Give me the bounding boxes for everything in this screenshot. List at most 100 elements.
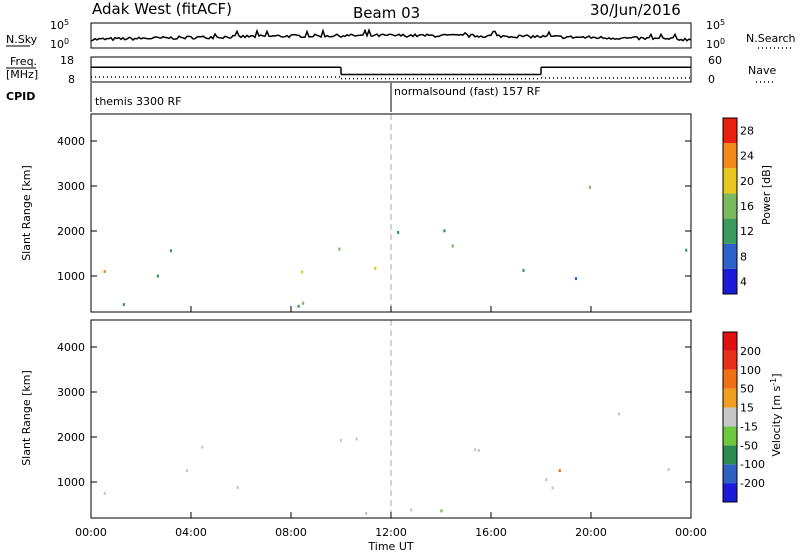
freq-left-tick-top: 18 [60, 54, 74, 67]
colorbar-tick-label: 8 [740, 250, 747, 263]
x-tick-label: 00:00 [675, 526, 707, 539]
colorbar-swatch [723, 426, 737, 446]
colorbar-swatch [723, 332, 737, 351]
velocity-data [103, 412, 670, 515]
range-cell [558, 469, 561, 473]
colorbar-swatch [723, 483, 737, 502]
y-tick-label: 4000 [57, 341, 85, 354]
range-cell [374, 267, 377, 270]
y-tick-label: 4000 [57, 135, 85, 148]
beam-label: Beam 03 [353, 4, 420, 22]
x-tick-label: 20:00 [575, 526, 607, 539]
velocity-plot-bg [91, 320, 691, 518]
freq-label-top: Freq. [10, 55, 37, 68]
colorbar-swatch [723, 369, 737, 389]
range-cell [156, 274, 159, 278]
y-tick-label: 3000 [57, 386, 85, 399]
colorbar-swatch [723, 193, 737, 219]
velocity-colorbar-label: Velocity [m s-1] [769, 373, 783, 456]
range-cell [574, 277, 578, 281]
range-cell [443, 229, 446, 233]
power-panel: 1000 2000 3000 4000 Slant Range [km] 4 8 12 16… [20, 113, 773, 313]
range-cell [185, 469, 188, 473]
colorbar-swatch [723, 388, 737, 408]
colorbar-swatch [723, 464, 737, 484]
range-cell [169, 249, 173, 253]
noise-panel: N.Sky 105 100 105 100 N.Search [6, 18, 796, 51]
colorbar-tick-label: 28 [740, 125, 754, 138]
freq-right-tick-top: 60 [708, 54, 722, 67]
range-cell [477, 449, 480, 452]
colorbar-swatch [723, 268, 737, 294]
cpid-panel: CPID themis 3300 RF normalsound (fast) 1… [6, 83, 541, 112]
freq-frame [90, 56, 692, 83]
colorbar-swatch [723, 407, 737, 427]
nave-label: Nave [748, 64, 776, 77]
x-tick-label: 08:00 [275, 526, 307, 539]
colorbar-swatch [723, 168, 737, 194]
y-tick-label: 1000 [57, 476, 85, 489]
noise-left-tick-bottom: 100 [50, 37, 69, 51]
velocity-y-axis: 1000 2000 3000 4000 [57, 341, 691, 489]
colorbar-tick-label: 12 [740, 225, 754, 238]
noise-right-label: N.Search [746, 32, 796, 45]
colorbar-tick-label: 4 [740, 275, 747, 288]
colorbar-tick-label: -50 [740, 439, 758, 452]
colorbar-swatch [723, 350, 737, 370]
cpid-segment-1: themis 3300 RF [95, 95, 182, 108]
colorbar-tick-label: 200 [740, 345, 761, 358]
range-cell [297, 304, 300, 308]
x-tick-label: 04:00 [175, 526, 207, 539]
range-cell [410, 508, 413, 512]
noise-right-tick-bottom: 100 [706, 37, 725, 51]
x-axis: 00:00 04:00 08:00 12:00 16:00 20:00 00:00 [75, 306, 707, 539]
colorbar-tick-label: 100 [740, 364, 761, 377]
range-cell [617, 412, 620, 416]
colorbar-swatch [723, 218, 737, 244]
range-cell [667, 467, 670, 471]
power-y-axis: 1000 2000 3000 4000 [57, 135, 691, 283]
range-cell [339, 438, 343, 442]
colorbar-tick-label: 15 [740, 402, 754, 415]
range-cell [201, 445, 204, 449]
power-ylabel: Slant Range [km] [20, 165, 33, 261]
x-tick-label: 00:00 [75, 526, 107, 539]
velocity-panel: 1000 2000 3000 4000 Slant Range [km] 200 100… [20, 319, 783, 519]
noise-frame [90, 22, 692, 49]
range-cell [588, 185, 591, 189]
colorbar-tick-label: 24 [740, 150, 754, 163]
colorbar-swatch [723, 118, 737, 144]
noise-left-tick-top: 105 [50, 18, 69, 32]
colorbar-tick-label: -200 [740, 477, 765, 490]
range-cell [122, 303, 125, 307]
power-colorbar: 4 8 12 16 20 24 28 [722, 117, 754, 295]
colorbar-tick-label: -15 [740, 420, 758, 433]
x-tick-label: 16:00 [475, 526, 507, 539]
y-tick-label: 3000 [57, 180, 85, 193]
freq-left-tick-bottom: 8 [68, 73, 75, 86]
range-cell [355, 437, 358, 441]
y-tick-label: 2000 [57, 431, 85, 444]
noise-trace [90, 27, 692, 42]
range-cell [103, 491, 106, 495]
range-cell [338, 247, 341, 251]
colorbar-swatch [723, 243, 737, 269]
range-cell [474, 448, 477, 452]
colorbar-tick-label: 50 [740, 383, 754, 396]
freq-label-bottom: [MHz] [6, 68, 38, 81]
range-cell [365, 511, 368, 515]
range-cell [551, 486, 554, 490]
freq-panel: Freq. [MHz] 18 8 60 0 Nave [6, 54, 776, 86]
x-axis-label: Time UT [367, 540, 413, 553]
colorbar-frame [722, 331, 738, 503]
power-data [103, 185, 688, 308]
y-tick-label: 1000 [57, 270, 85, 283]
radar-title: Adak West (fitACF) [92, 0, 232, 18]
noise-left-label: N.Sky [6, 33, 38, 46]
velocity-colorbar: 200 100 50 15 -15 -50 -100 -200 [722, 331, 765, 503]
range-cell [545, 478, 548, 482]
velocity-ylabel: Slant Range [km] [20, 370, 33, 466]
colorbar-tick-label: -100 [740, 458, 765, 471]
range-cell [301, 270, 304, 274]
